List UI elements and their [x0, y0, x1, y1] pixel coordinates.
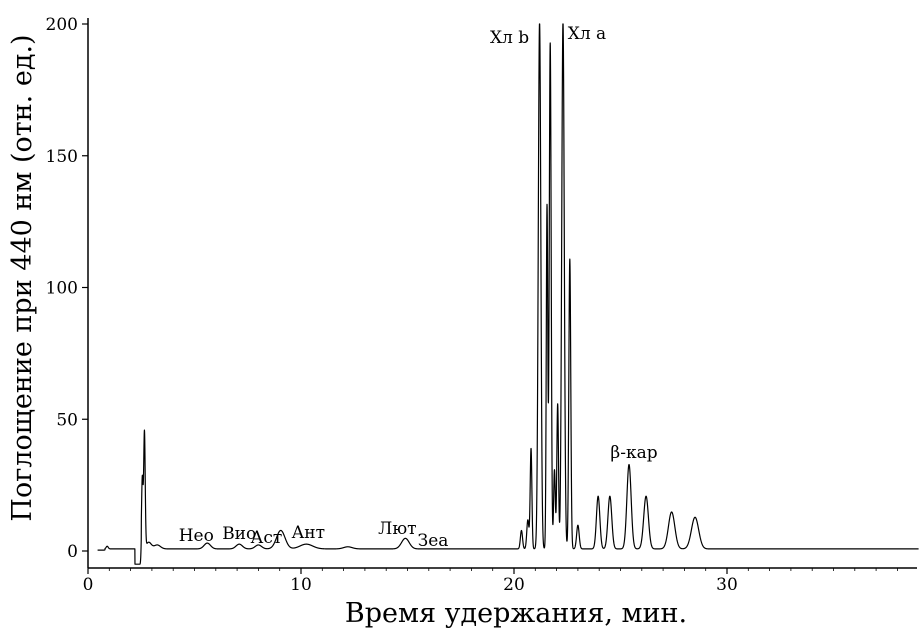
y-tick-label: 100	[46, 279, 78, 299]
x-tick-label: 30	[716, 575, 738, 595]
x-tick-label: 10	[290, 575, 312, 595]
x-tick-label: 0	[83, 575, 94, 595]
y-axis-title: Поглощение при 440 нм (отн. ед.)	[7, 34, 38, 521]
x-tick-label: 20	[503, 575, 525, 595]
peak-label: Хл a	[568, 24, 606, 44]
peak-label: Зеа	[418, 531, 449, 551]
y-tick-label: 50	[56, 410, 78, 430]
y-tick-label: 0	[67, 542, 78, 562]
y-tick-label: 200	[46, 15, 78, 35]
peak-label: Ант	[291, 523, 325, 543]
peak-label: Лют	[378, 519, 416, 539]
peak-label: Аст	[250, 528, 282, 548]
peak-label: Вио	[222, 524, 256, 544]
x-axis-title: Время удержания, мин.	[345, 598, 687, 629]
axes	[87, 18, 917, 569]
absorbance-trace	[97, 23, 920, 565]
peak-label: β-кар	[610, 443, 657, 463]
peak-label: Хл b	[490, 28, 529, 48]
ticks: 0 50 100 150 200 0 10 20 30	[46, 15, 898, 595]
peak-label: Нео	[179, 526, 214, 546]
y-tick-label: 150	[46, 147, 78, 167]
